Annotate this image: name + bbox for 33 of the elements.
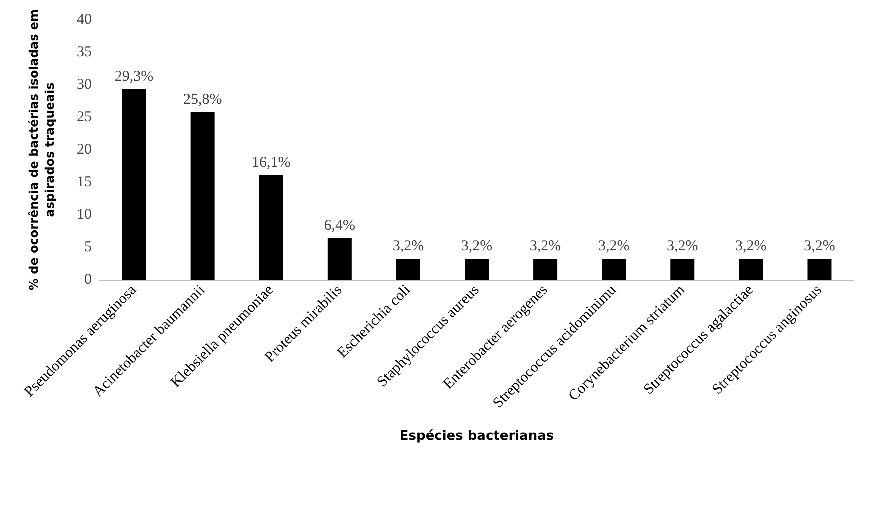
data-label: 3,2% xyxy=(804,238,836,255)
y-tick-label: 25 xyxy=(77,110,92,126)
data-label: 6,4% xyxy=(324,218,356,234)
data-label: 3,2% xyxy=(667,238,698,255)
bar xyxy=(739,259,764,280)
y-tick-label: 5 xyxy=(84,240,92,256)
data-label: 16,1% xyxy=(252,154,291,171)
data-label: 3,2% xyxy=(736,238,767,255)
y-tick-label: 20 xyxy=(77,142,92,158)
y-tick-label: 30 xyxy=(77,77,92,93)
y-tick-label: 10 xyxy=(77,207,92,223)
data-label: 25,8% xyxy=(183,92,222,108)
y-tick-label: 35 xyxy=(77,44,92,60)
y-axis-title: % de ocorrência de bactérias isoladas em aspirados traqueais xyxy=(27,9,57,291)
bar xyxy=(396,259,420,280)
data-label: 3,2% xyxy=(392,238,424,255)
y-tick-label: 15 xyxy=(77,174,92,190)
x-axis-title: Espécies bacterianas xyxy=(400,429,554,444)
bar xyxy=(259,175,284,280)
bar xyxy=(122,90,146,280)
bar xyxy=(808,259,832,280)
bar xyxy=(602,259,626,280)
bar xyxy=(328,238,352,280)
bar xyxy=(670,259,695,280)
y-tick-label: 0 xyxy=(84,272,92,288)
data-label: 3,2% xyxy=(461,238,493,255)
data-label: 3,2% xyxy=(598,238,630,255)
data-label: 3,2% xyxy=(530,238,562,255)
data-label: 29,3% xyxy=(114,69,154,86)
bar xyxy=(190,112,215,280)
bar xyxy=(534,259,558,280)
y-tick-label: 40 xyxy=(77,12,92,28)
bar xyxy=(465,259,489,280)
